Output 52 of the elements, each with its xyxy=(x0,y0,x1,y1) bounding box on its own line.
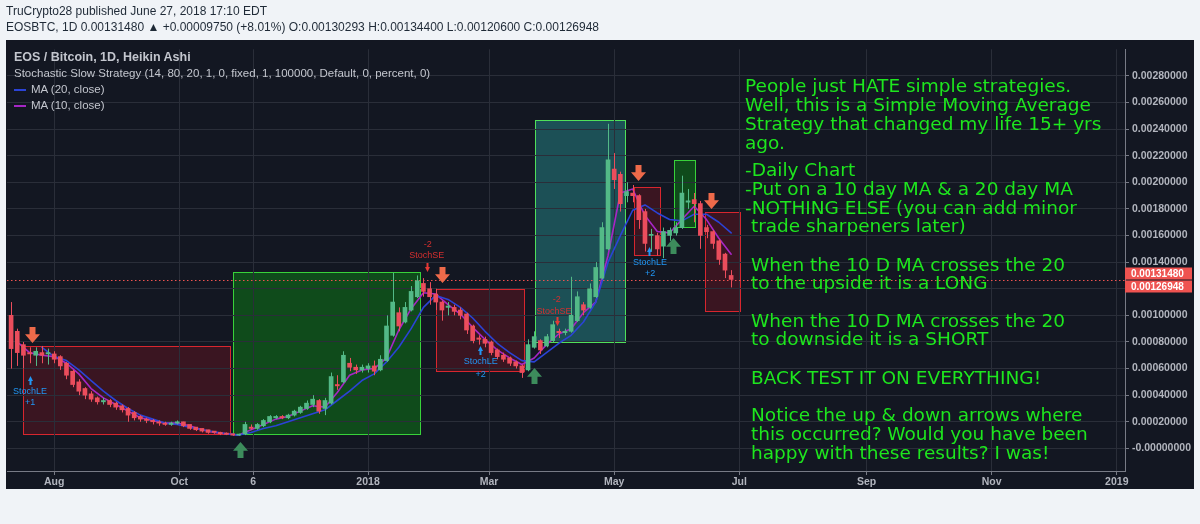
y-tick-label: 0.00220000 xyxy=(1132,148,1188,161)
annotation: StochLE xyxy=(632,257,668,268)
annotation: StochLE xyxy=(463,356,498,367)
legend-label: MA (20, close) xyxy=(30,82,105,97)
annotation: +1 xyxy=(24,397,36,408)
x-tick-label: 2019 xyxy=(1105,475,1129,488)
y-tick-label: 0.00020000 xyxy=(1132,414,1188,427)
x-tick-label: May xyxy=(603,475,625,488)
candlestick xyxy=(396,306,402,332)
annotation: -2 xyxy=(423,239,432,250)
annotation: BACK TEST IT ON EVERYTHING! xyxy=(751,366,1042,388)
x-tick-label: Oct xyxy=(170,475,189,488)
y-tick-label: 0.00040000 xyxy=(1132,388,1188,401)
annotation: People just HATE simple strategies. Well, this is a Simple Moving Average Strategy that changed my life 15+ yrs ago. xyxy=(745,75,1102,153)
x-tick-label: Jul xyxy=(731,475,748,488)
y-tick-label: -0.00000000 xyxy=(1132,441,1192,454)
chart-subtitle: EOSBTC, 1D 0.00131480 ▲ +0.00009750 (+8.01%) O:0.00130293 H:0.00134400 L:0.00120600 C:0.00126948 xyxy=(6,20,599,34)
text: 0.00131480 xyxy=(1131,267,1185,279)
x-tick-label: Aug xyxy=(43,475,65,488)
y-tick-label: 0.00160000 xyxy=(1132,228,1188,241)
y-tick-label: 0.00260000 xyxy=(1132,95,1188,108)
candlestick xyxy=(654,232,660,256)
y-tick-label: 0.00280000 xyxy=(1132,68,1188,81)
x-tick-label: 2018 xyxy=(356,475,380,488)
candlestick xyxy=(624,181,629,203)
x-tick-label: Mar xyxy=(479,475,499,488)
candlestick xyxy=(414,274,420,299)
annotation: -Daily Chart -Put on a 10 day MA & a 20 day MA -NOTHING ELSE (you can add minor trade sharpeners later) xyxy=(745,159,1077,237)
y-tick-label: 0.00100000 xyxy=(1132,308,1188,321)
annotation: -2 xyxy=(552,294,561,305)
candlestick xyxy=(33,346,39,367)
annotation: Stochastic Slow Strategy (14, 80, 20, 1, 0, fixed, 1, 100000, Default, 0, percent, 0) xyxy=(14,66,431,81)
ref-line-label: 0.00126948 xyxy=(1131,280,1185,292)
x-tick-label: Nov xyxy=(981,475,1002,488)
y-tick-label: 0.00060000 xyxy=(1132,361,1188,374)
text: TruCrypto28 published June 27, 2018 17:10 EDT xyxy=(6,4,268,18)
legend-label: MA (10, close) xyxy=(30,98,105,113)
y-tick-label: 0.00180000 xyxy=(1132,201,1188,214)
annotation: StochSE xyxy=(409,250,445,261)
y-tick-label: 0.00240000 xyxy=(1132,122,1188,135)
x-tick-label: 6 xyxy=(250,475,257,488)
y-tick-label: 0.00200000 xyxy=(1132,175,1188,188)
x-tick-label: Sep xyxy=(856,475,877,488)
annotation: When the 10 D MA crosses the 20 to the upside it is a LONG xyxy=(751,253,1065,294)
annotation: StochSE xyxy=(536,306,572,317)
annotation: Notice the up & down arrows where this occurred? Would you have been happy with these results? I was! xyxy=(751,404,1088,463)
annotation: +2 xyxy=(475,368,486,379)
chart-title: EOS / Bitcoin, 1D, Heikin Ashi xyxy=(14,50,191,64)
annotation: When the 10 D MA crosses the 20 to downside it is a SHORT xyxy=(751,309,1065,350)
annotation: +2 xyxy=(644,267,656,278)
y-tick-label: 0.00140000 xyxy=(1132,255,1188,268)
y-tick-label: 0.00080000 xyxy=(1132,334,1188,347)
